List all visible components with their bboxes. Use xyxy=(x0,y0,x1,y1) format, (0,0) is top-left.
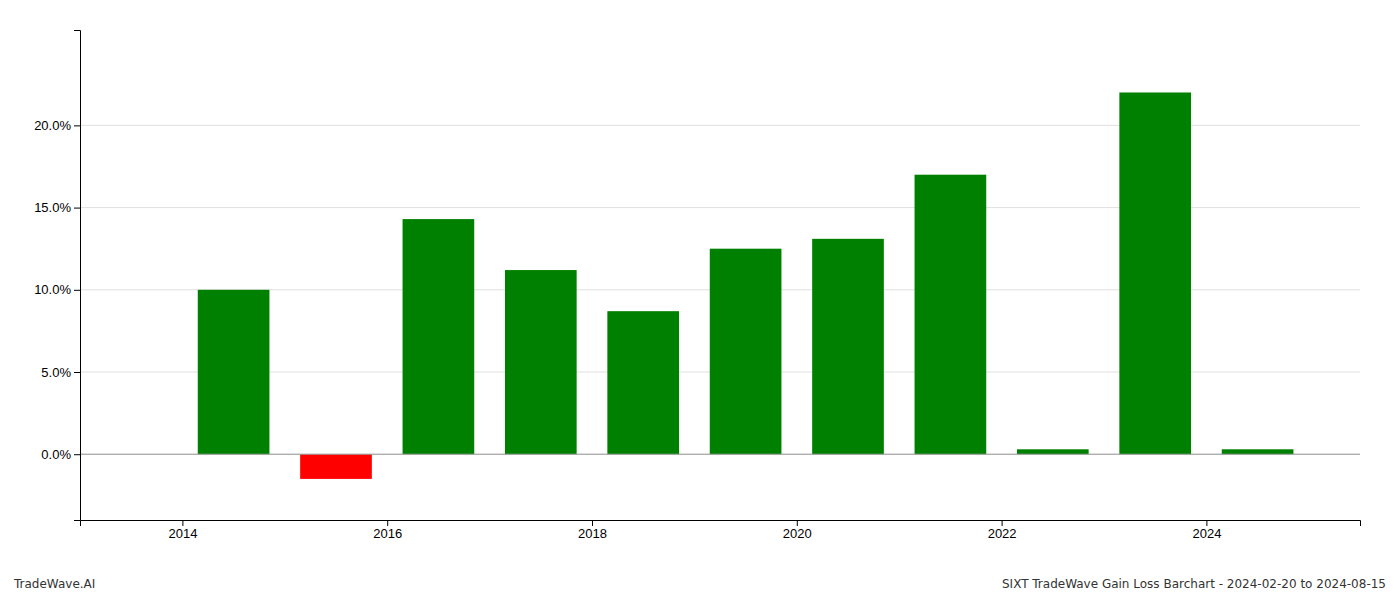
y-axis: 0.0% 5.0% 10.0% 15.0% 20.0% xyxy=(34,31,80,521)
bar xyxy=(1119,92,1191,454)
y-tick-mark xyxy=(74,208,80,209)
y-axis-line xyxy=(74,31,81,521)
x-tick-label: 2024 xyxy=(1192,526,1221,541)
x-tick-label: 2014 xyxy=(168,526,197,541)
y-tick: 0.0% xyxy=(41,447,80,462)
y-tick-label: 5.0% xyxy=(41,365,71,380)
grid-line xyxy=(80,454,1360,455)
x-tick-label: 2018 xyxy=(578,526,607,541)
bar xyxy=(300,454,372,479)
y-tick-mark xyxy=(74,290,80,291)
y-tick: 15.0% xyxy=(34,200,80,215)
x-tick-mark xyxy=(182,520,183,526)
y-tick: 20.0% xyxy=(34,118,80,133)
bars xyxy=(198,92,1294,478)
y-tick-mark xyxy=(74,454,80,455)
bar xyxy=(198,290,270,454)
x-tick: 2024 xyxy=(1192,520,1221,541)
x-tick-mark xyxy=(797,520,798,526)
bar xyxy=(403,219,475,454)
x-tick-mark xyxy=(387,520,388,526)
footer-text: SIXT TradeWave Gain Loss Barchart - 2024… xyxy=(1002,577,1386,591)
bar xyxy=(1017,449,1089,454)
y-tick-label: 20.0% xyxy=(34,118,71,133)
bar xyxy=(1222,449,1294,454)
x-tick: 2014 xyxy=(168,520,197,541)
x-tick-mark xyxy=(592,520,593,526)
bar xyxy=(505,270,577,454)
x-tick: 2016 xyxy=(373,520,402,541)
y-tick-label: 0.0% xyxy=(41,447,71,462)
x-tick: 2022 xyxy=(988,520,1017,541)
x-axis: 2014 2016 2018 2020 2022 2024 xyxy=(81,520,1361,541)
chart: 2014 2016 2018 2020 2022 2024 0.0% 5.0% 10.0% 15.… xyxy=(0,0,1400,600)
bar xyxy=(710,249,782,455)
footer-text: TradeWave.AI xyxy=(13,577,95,591)
bar xyxy=(607,311,679,454)
bar xyxy=(812,239,884,454)
y-tick-mark xyxy=(74,372,80,373)
x-tick: 2020 xyxy=(783,520,812,541)
y-tick-label: 10.0% xyxy=(34,282,71,297)
zero-line xyxy=(80,454,1360,455)
x-tick-label: 2022 xyxy=(988,526,1017,541)
plot: 2014 2016 2018 2020 2022 2024 0.0% 5.0% 10.0% 15.… xyxy=(34,31,1360,542)
x-axis-line xyxy=(81,521,1361,527)
bar xyxy=(915,175,987,455)
y-tick: 10.0% xyxy=(34,282,80,297)
y-tick-mark xyxy=(74,125,80,126)
x-tick-label: 2020 xyxy=(783,526,812,541)
x-tick-mark xyxy=(1002,520,1003,526)
x-tick-label: 2016 xyxy=(373,526,402,541)
x-tick: 2018 xyxy=(578,520,607,541)
y-tick-label: 15.0% xyxy=(34,200,71,215)
x-tick-mark xyxy=(1206,520,1207,526)
y-tick: 5.0% xyxy=(41,365,80,380)
